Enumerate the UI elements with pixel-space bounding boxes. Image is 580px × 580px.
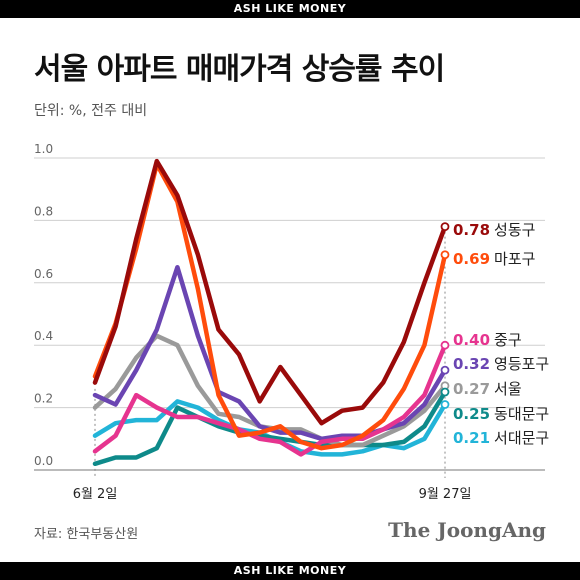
series-line [92, 342, 448, 457]
series-end-label: 0.25 동대문구 [453, 405, 549, 423]
series-end-marker [440, 222, 450, 232]
banner-bottom: ASH LIKE MONEY [0, 562, 580, 580]
x-tick-label: 6월 2일 [73, 487, 118, 502]
series-end-marker [440, 250, 450, 260]
series-end-label: 0.27 서울 [453, 380, 522, 398]
series-line [92, 264, 448, 442]
series-end-marker [440, 340, 450, 350]
y-tick-label: 0.4 [34, 329, 53, 343]
series-end-marker [440, 365, 450, 375]
unit-label: 단위: %, 전주 대비 [34, 103, 148, 119]
brand-logo: The JoongAng [388, 518, 546, 542]
series-line [92, 389, 448, 467]
series-end-label: 0.32 영등포구 [453, 355, 549, 373]
series-end-marker [440, 400, 450, 409]
y-tick-label: 0.8 [34, 204, 53, 218]
chart-title: 서울 아파트 매매가격 상승률 추이 [34, 52, 445, 87]
banner-top: ASH LIKE MONEY [0, 0, 580, 18]
series-line [92, 161, 448, 451]
y-tick-label: 0.0 [34, 454, 53, 468]
series-end-label: 0.40 중구 [453, 331, 522, 349]
source-label: 자료: 한국부동산원 [34, 527, 139, 542]
series-line [92, 158, 448, 426]
y-tick-label: 0.2 [34, 392, 53, 406]
series-end-label: 0.21 서대문구 [453, 429, 549, 447]
y-tick-label: 1.0 [34, 142, 53, 156]
series-end-label: 0.69 마포구 [453, 250, 535, 268]
y-tick-label: 0.6 [34, 267, 53, 281]
series-end-marker [440, 387, 450, 397]
series-end-label: 0.78 성동구 [453, 221, 535, 239]
x-tick-label: 9월 27일 [419, 487, 472, 502]
